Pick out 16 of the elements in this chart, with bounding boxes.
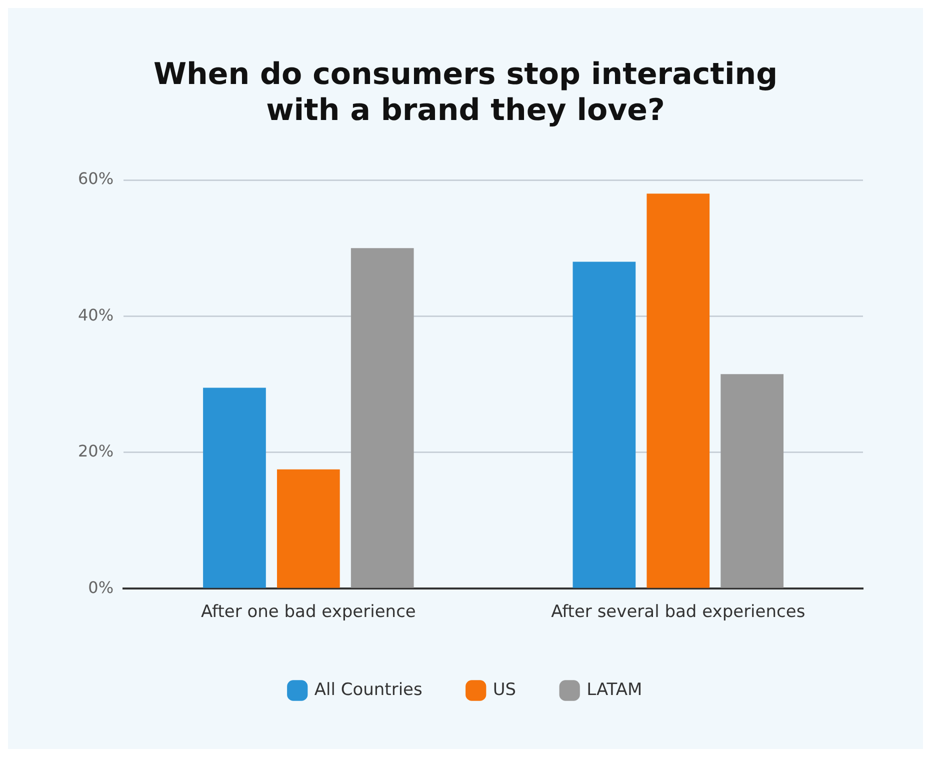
x-tick-label: After several bad experiences xyxy=(551,602,806,622)
bar xyxy=(720,374,784,588)
legend-label: LATAM xyxy=(586,680,642,700)
y-tick-label: 60% xyxy=(78,169,114,188)
bar xyxy=(572,262,636,588)
x-tick-label: After one bad experience xyxy=(200,602,416,622)
chart-title: When do consumers stop interacting with a brand they love? xyxy=(153,56,778,128)
legend-label: US xyxy=(492,680,516,700)
bar xyxy=(203,388,266,588)
y-tick-label: 0% xyxy=(88,578,114,597)
bar xyxy=(646,194,710,588)
legend-label: All Countries xyxy=(314,680,423,700)
bar xyxy=(276,469,340,588)
bar xyxy=(350,248,414,588)
y-tick-label: 40% xyxy=(78,305,114,324)
y-tick-label: 20% xyxy=(78,442,114,461)
